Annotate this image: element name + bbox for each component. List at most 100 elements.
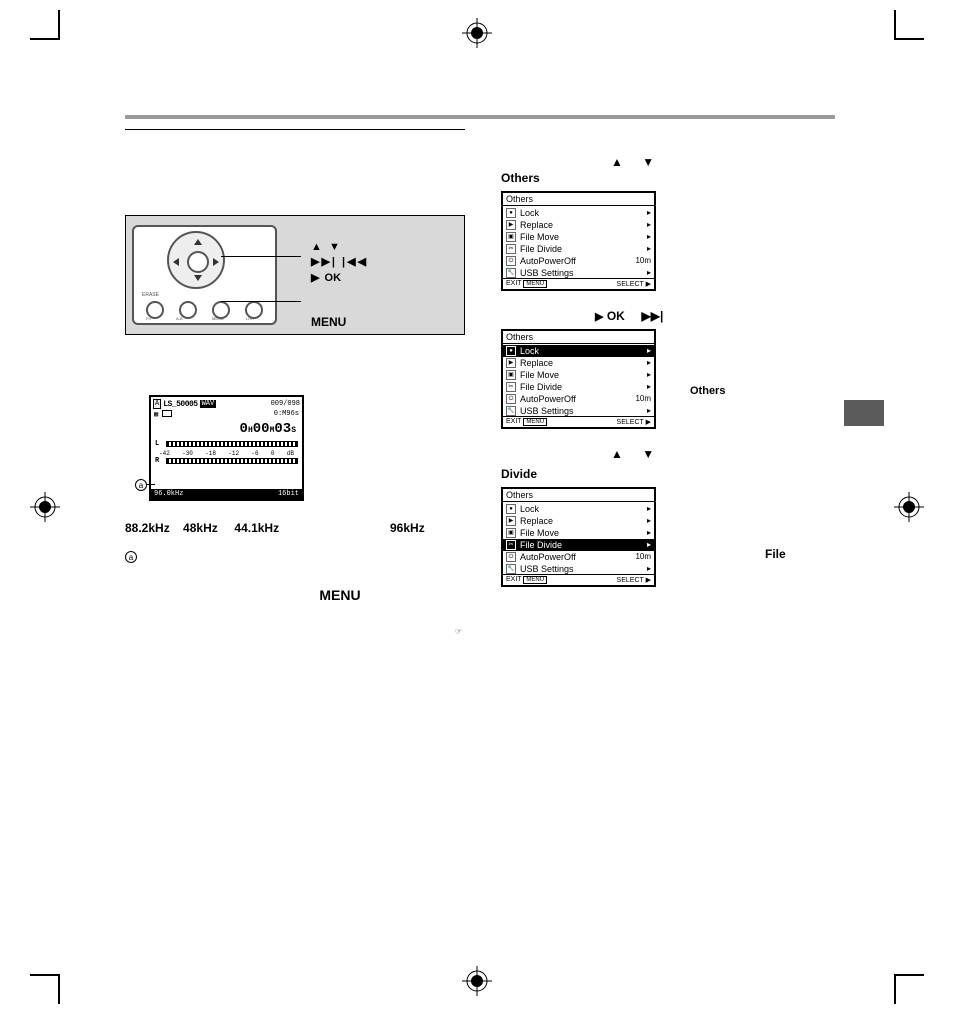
registration-mark-icon <box>30 492 60 522</box>
file-label: File <box>765 547 786 561</box>
divider-thick <box>125 115 835 119</box>
menu-item-label: Lock <box>520 503 539 515</box>
submenu-arrow-icon: ▸ <box>647 207 651 219</box>
lcd-screen: A LS_50005 WAV 009/098 ▦ 0:M96s 0H00M03S <box>149 395 304 501</box>
play-icon: ▶ <box>646 281 651 288</box>
crop-mark <box>894 974 896 1004</box>
submenu-arrow-icon: ▸ <box>647 539 651 551</box>
submenu-arrow-icon: ▸ <box>647 503 651 515</box>
exit-label: EXIT <box>506 576 521 583</box>
menu-item-label: File Move <box>520 527 559 539</box>
khz-441: 44.1kHz <box>234 521 279 535</box>
bit-depth: 16bit <box>278 490 299 498</box>
crop-mark <box>894 974 924 976</box>
divider-thin <box>125 129 465 130</box>
ok-center-label: OK <box>198 261 207 267</box>
select-label: SELECT <box>617 577 644 584</box>
menu-item-label: File Divide <box>520 539 562 551</box>
menu-item-icon: 🔧 <box>506 564 516 574</box>
menu-item: ⏻AutoPowerOff10m <box>503 551 654 563</box>
sample-rate: 96.0kHz <box>154 490 183 498</box>
menu-item-label: File Divide <box>520 381 562 393</box>
device-body: OK ERASE Fn A-B MENU LIST <box>132 225 277 325</box>
up-arrow-icon: ▲ <box>611 155 623 169</box>
crop-mark <box>58 10 60 40</box>
menu-item-icon: ✂ <box>506 382 516 392</box>
khz-882: 88.2kHz <box>125 521 170 535</box>
submenu-arrow-icon: ▸ <box>647 219 651 231</box>
src-text: 0:M96s <box>274 410 299 419</box>
menu-box: MENU <box>523 418 547 426</box>
submenu-arrow-icon: ▸ <box>647 357 651 369</box>
menu-item-icon: ▶ <box>506 220 516 230</box>
submenu-arrow-icon: ▸ <box>647 345 651 357</box>
select-label: SELECT <box>617 281 644 288</box>
pointer-note-icon: ☞ <box>455 627 465 636</box>
menu-item-label: Lock <box>520 345 539 357</box>
down-icon <box>194 275 202 281</box>
rec-icon <box>162 410 172 417</box>
exit-label: EXIT <box>506 280 521 287</box>
leader-line <box>221 301 301 302</box>
list-label: LIST <box>246 316 254 321</box>
db-scale: -42-30-18-12-60dB <box>155 450 298 457</box>
menu-item-icon: ⏻ <box>506 256 516 266</box>
others-menu-screen-selected: Others ●Lock▸▶Replace▸▣File Move▸✂File D… <box>501 329 656 429</box>
level-meter-l <box>166 441 298 447</box>
menu-item-icon: ● <box>506 346 516 356</box>
erase-label: ERASE <box>142 292 159 298</box>
play-icon: ▶ <box>595 311 603 323</box>
s-label: S <box>291 426 296 435</box>
menu-item-label: AutoPowerOff <box>520 255 576 267</box>
step-3: Others ●Lock▸▶Replace▸▣File Move▸✂File D… <box>495 487 835 587</box>
menu-item-icon: ● <box>506 504 516 514</box>
submenu-arrow-icon: ▸ <box>647 381 651 393</box>
format-badge: WAV <box>200 400 217 408</box>
menu-item-value: 10m <box>635 551 651 563</box>
menu-item-icon: ▶ <box>506 358 516 368</box>
menu-item-icon: ▣ <box>506 528 516 538</box>
menu-item-label: File Move <box>520 369 559 381</box>
others-side-label: Others <box>690 385 725 397</box>
menu-btn-label: MENU <box>212 316 224 321</box>
menu-item-icon: ✂ <box>506 244 516 254</box>
page-tab <box>844 400 884 426</box>
menu-item-value: 10m <box>635 393 651 405</box>
menu-item: ▶Replace▸ <box>503 357 654 369</box>
menu-item: ⏻AutoPowerOff10m <box>503 255 654 267</box>
select-label: SELECT <box>617 419 644 426</box>
crop-mark <box>894 10 896 40</box>
pointer-a-icon: a <box>135 479 147 491</box>
up-arrow-icon: ▲ <box>611 447 623 461</box>
left-column: OK ERASE Fn A-B MENU LIST <box>125 155 465 636</box>
menu-item-icon: ▶ <box>506 516 516 526</box>
arrows-ffrw: ▶▶| |◀◀ <box>311 255 368 270</box>
submenu-arrow-icon: ▸ <box>647 527 651 539</box>
divide-heading: Divide <box>495 467 835 481</box>
menu-item: ✂File Divide▸ <box>503 539 654 551</box>
menu-item: ● Lock ▸ <box>503 503 654 515</box>
ab-label: A-B <box>176 316 183 321</box>
a-badge: A <box>153 399 161 409</box>
menu-item: ● Lock ▸ <box>503 345 654 357</box>
submenu-arrow-icon: ▸ <box>647 231 651 243</box>
crop-mark <box>30 38 60 40</box>
others-menu-screen-divide: Others ●Lock▸▶Replace▸▣File Move▸✂File D… <box>501 487 656 587</box>
file-counter: 009/098 <box>271 400 300 408</box>
crop-mark <box>58 974 60 1004</box>
ch-r: R <box>155 457 163 465</box>
menu-item-icon: ⏻ <box>506 394 516 404</box>
exit-label: EXIT <box>506 418 521 425</box>
leader-line <box>147 484 155 485</box>
leader-line <box>221 256 301 257</box>
device-callouts: ▲ ▼ ▶▶| |◀◀ ▶ OK MENU <box>311 240 368 331</box>
screen-title: Others <box>503 193 654 206</box>
ch-l: L <box>155 440 163 448</box>
menu-callout: MENU <box>311 314 368 331</box>
right-icon <box>213 258 219 266</box>
level-meter-r <box>166 458 298 464</box>
menu-item-label: Lock <box>520 207 539 219</box>
menu-item-label: Replace <box>520 515 553 527</box>
menu-item-label: File Move <box>520 231 559 243</box>
screen-title: Others <box>503 331 654 344</box>
